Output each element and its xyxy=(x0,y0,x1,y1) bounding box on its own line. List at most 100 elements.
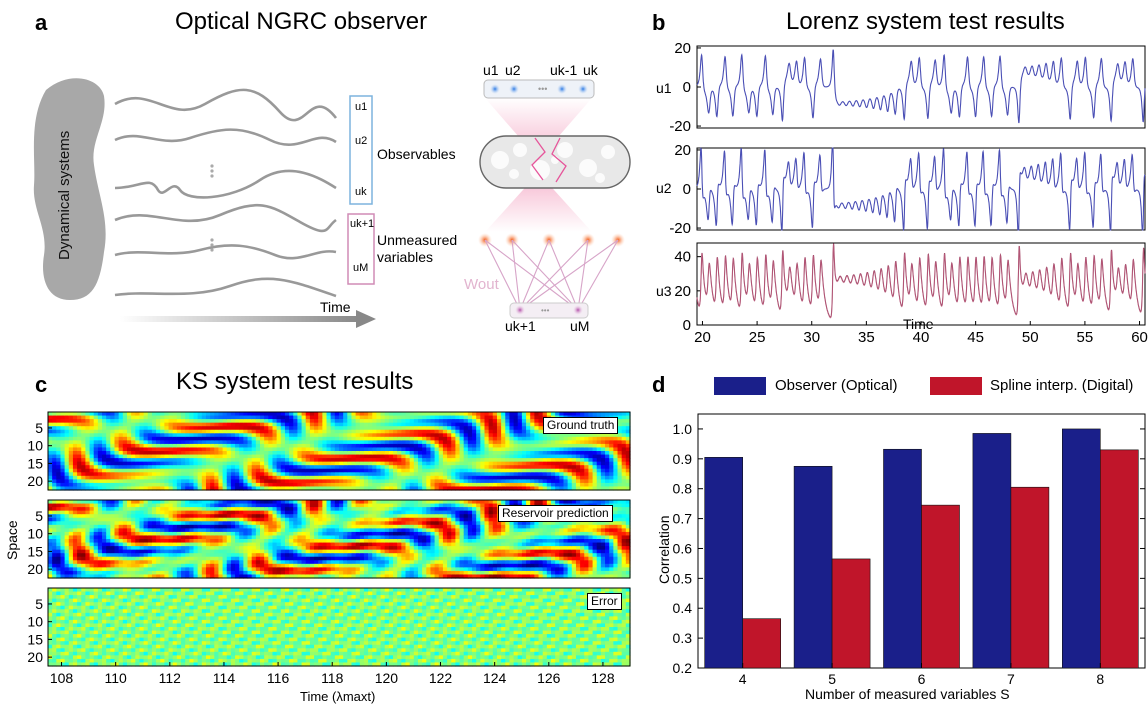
ks-cell xyxy=(122,451,128,456)
ks-cell xyxy=(239,507,244,512)
ks-cell xyxy=(376,419,382,424)
ks-cell xyxy=(388,563,394,568)
ks-cell xyxy=(496,482,502,488)
ks-cell xyxy=(85,472,91,477)
ks-cell xyxy=(559,440,565,445)
ks-cell xyxy=(501,440,506,445)
ks-cell xyxy=(102,447,107,452)
ks-cell xyxy=(264,419,269,424)
ks-cell xyxy=(613,440,619,445)
ks-cell xyxy=(218,422,224,427)
ks-cell xyxy=(434,465,440,470)
ks-cell xyxy=(151,447,157,452)
ks-cell xyxy=(476,475,481,480)
ks-cell xyxy=(85,570,91,576)
ks-cell xyxy=(434,447,440,452)
ks-cell xyxy=(463,458,469,463)
ks-cell xyxy=(64,447,70,452)
ks-cell xyxy=(260,486,265,491)
ks-cell xyxy=(280,546,286,551)
ks-cell xyxy=(459,436,465,441)
ks-cell xyxy=(52,570,57,576)
ks-cell xyxy=(122,412,128,417)
ks-cell xyxy=(330,429,336,434)
ks-cell xyxy=(293,454,299,459)
ks-cell xyxy=(247,447,253,452)
ks-cell xyxy=(139,486,145,491)
ks-cell xyxy=(181,475,186,480)
ks-cell xyxy=(201,510,207,515)
ks-cell xyxy=(189,546,195,551)
ks-cell xyxy=(401,465,407,470)
ks-cell xyxy=(60,422,66,427)
ks-cell xyxy=(160,574,165,579)
ks-cell xyxy=(301,486,307,491)
ks-cell xyxy=(131,451,136,456)
ks-cell xyxy=(309,454,315,459)
ks-cell xyxy=(355,567,361,572)
ks-cell xyxy=(81,542,87,547)
ks-cell xyxy=(60,507,66,512)
ks-cell xyxy=(81,475,87,480)
ks-cell xyxy=(218,553,224,558)
ks-cell xyxy=(467,440,473,445)
ks-cell xyxy=(185,510,190,515)
ks-cell xyxy=(309,443,315,449)
ks-cell xyxy=(592,472,598,477)
ks-cell xyxy=(260,553,265,558)
bot-uM-label: uM xyxy=(570,318,590,334)
ks-cell xyxy=(318,458,323,463)
ks-cell xyxy=(64,560,70,565)
ks-cell xyxy=(417,465,423,470)
ks-cell xyxy=(247,503,253,508)
ks-cell xyxy=(289,454,294,459)
ks-cell xyxy=(93,507,99,512)
ks-cell xyxy=(484,440,490,445)
ks-cell xyxy=(276,539,282,544)
ks-cell xyxy=(305,454,311,459)
ks-cell xyxy=(617,475,623,480)
ks-cell xyxy=(268,500,274,505)
ks-cell xyxy=(210,454,215,459)
ks-cell xyxy=(430,426,436,431)
ks-cell xyxy=(218,503,224,508)
ks-cell xyxy=(609,465,614,470)
ks-cell xyxy=(621,486,627,491)
ks-cell xyxy=(621,482,627,488)
ks-cell xyxy=(60,468,66,473)
ks-cell xyxy=(251,553,257,558)
ks-cell xyxy=(600,486,606,491)
ks-cell xyxy=(243,539,249,544)
ks-cell xyxy=(380,451,386,456)
ks-cell xyxy=(68,517,74,522)
ks-cell xyxy=(376,521,382,526)
ks-cell xyxy=(264,415,269,420)
ks-cell xyxy=(621,426,627,431)
ks-cell xyxy=(559,472,565,477)
ks-cell xyxy=(476,451,481,456)
ks-cell xyxy=(305,510,311,515)
ks-cell xyxy=(218,479,224,484)
ks-cell xyxy=(368,447,373,452)
ks-cell xyxy=(214,542,220,547)
ks-cell xyxy=(264,426,269,431)
ks-cell xyxy=(546,440,552,445)
ks-cell xyxy=(330,503,336,508)
ks-cell xyxy=(110,486,116,491)
ks-cell xyxy=(467,422,473,427)
ks-cell xyxy=(318,433,323,438)
ks-cell xyxy=(205,528,211,533)
ks-cell xyxy=(268,556,274,561)
ks-cell xyxy=(380,503,386,508)
ks-cell xyxy=(106,521,111,526)
ks-cell xyxy=(526,451,531,456)
ks-cell xyxy=(334,510,340,515)
ks-cell xyxy=(56,415,62,420)
ks-cell xyxy=(284,549,290,554)
ks-cell xyxy=(463,447,469,452)
ks-cell xyxy=(77,514,82,519)
ks-cell xyxy=(488,440,494,445)
ks-cell xyxy=(60,454,66,459)
ks-cell xyxy=(330,419,336,424)
ks-cell xyxy=(484,426,490,431)
